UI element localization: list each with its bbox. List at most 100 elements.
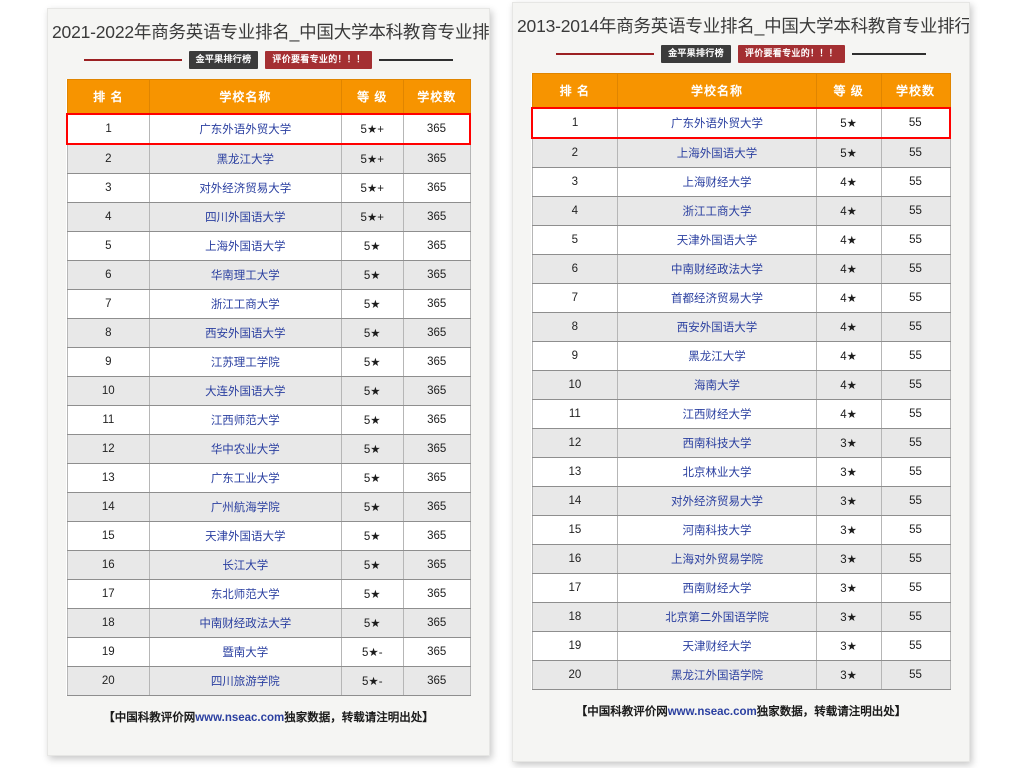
cell-grade: 4★ bbox=[815, 167, 882, 197]
cell-rank: 7 bbox=[66, 289, 151, 319]
table-row[interactable]: 1 广东外语外贸大学 5★+ 365 bbox=[66, 113, 471, 145]
cell-school: 西安外国语大学 bbox=[149, 318, 342, 348]
table-row[interactable]: 14 对外经济贸易大学 3★ 55 bbox=[531, 486, 951, 516]
cell-rank: 11 bbox=[66, 405, 151, 435]
cell-school: 西南财经大学 bbox=[617, 573, 817, 603]
table-row[interactable]: 12 华中农业大学 5★ 365 bbox=[66, 434, 471, 464]
table-row[interactable]: 12 西南科技大学 3★ 55 bbox=[531, 428, 951, 458]
cell-grade: 4★ bbox=[815, 225, 882, 255]
cell-count: 55 bbox=[880, 341, 951, 371]
col-header-count: 学校数 bbox=[402, 79, 471, 115]
table-row[interactable]: 17 西南财经大学 3★ 55 bbox=[531, 573, 951, 603]
ranking-table-right: 排 名 学校名称 等 级 学校数 1 广东外语外贸大学 5★ 55 2 上海外国语大学 5★… bbox=[531, 73, 951, 690]
footnote-prefix-right: 【中国科教评价网 bbox=[575, 706, 668, 718]
cell-grade: 5★ bbox=[340, 231, 404, 261]
cell-school: 北京第二外国语学院 bbox=[617, 602, 817, 632]
table-row[interactable]: 11 江西财经大学 4★ 55 bbox=[531, 399, 951, 429]
footnote-prefix-left: 【中国科教评价网 bbox=[103, 712, 196, 724]
table-row[interactable]: 16 上海对外贸易学院 3★ 55 bbox=[531, 544, 951, 574]
table-row[interactable]: 9 江苏理工学院 5★ 365 bbox=[66, 347, 471, 377]
cell-rank: 5 bbox=[66, 231, 151, 261]
cell-school: 江西师范大学 bbox=[149, 405, 342, 435]
cell-count: 55 bbox=[880, 225, 951, 255]
table-row[interactable]: 9 黑龙江大学 4★ 55 bbox=[531, 341, 951, 371]
table-row[interactable]: 8 西安外国语大学 4★ 55 bbox=[531, 312, 951, 342]
table-row[interactable]: 8 西安外国语大学 5★ 365 bbox=[66, 318, 471, 348]
table-row[interactable]: 1 广东外语外贸大学 5★ 55 bbox=[531, 107, 951, 139]
cell-grade: 5★ bbox=[340, 289, 404, 319]
cell-count: 365 bbox=[402, 434, 471, 464]
cell-count: 55 bbox=[880, 544, 951, 574]
cell-school: 浙江工商大学 bbox=[617, 196, 817, 226]
table-row[interactable]: 10 大连外国语大学 5★ 365 bbox=[66, 376, 471, 406]
table-row[interactable]: 7 浙江工商大学 5★ 365 bbox=[66, 289, 471, 319]
table-row[interactable]: 2 上海外国语大学 5★ 55 bbox=[531, 137, 951, 168]
cell-grade: 4★ bbox=[815, 370, 882, 400]
footnote-link-right[interactable]: www.nseac.com bbox=[667, 706, 757, 718]
table-row[interactable]: 17 东北师范大学 5★ 365 bbox=[66, 579, 471, 609]
ranking-table-left: 排 名 学校名称 等 级 学校数 1 广东外语外贸大学 5★+ 365 2 黑龙江大学 5★… bbox=[66, 79, 471, 696]
footnote-link-left[interactable]: www.nseac.com bbox=[195, 712, 285, 724]
table-body-right: 1 广东外语外贸大学 5★ 55 2 上海外国语大学 5★ 55 3 上海财经大学 4★ 55 4 浙江工… bbox=[531, 107, 951, 690]
table-row[interactable]: 15 河南科技大学 3★ 55 bbox=[531, 515, 951, 545]
cell-rank: 19 bbox=[531, 631, 619, 661]
table-row[interactable]: 15 天津外国语大学 5★ 365 bbox=[66, 521, 471, 551]
table-row[interactable]: 2 黑龙江大学 5★+ 365 bbox=[66, 143, 471, 174]
table-row[interactable]: 7 首都经济贸易大学 4★ 55 bbox=[531, 283, 951, 313]
cell-school: 广东外语外贸大学 bbox=[149, 113, 342, 145]
cell-school: 上海财经大学 bbox=[617, 167, 817, 197]
cell-grade: 5★ bbox=[340, 405, 404, 435]
cell-grade: 5★+ bbox=[340, 143, 404, 174]
cell-rank: 17 bbox=[66, 579, 151, 609]
cell-rank: 16 bbox=[66, 550, 151, 580]
table-row[interactable]: 13 北京林业大学 3★ 55 bbox=[531, 457, 951, 487]
cell-count: 55 bbox=[880, 399, 951, 429]
cell-grade: 3★ bbox=[815, 573, 882, 603]
cell-school: 对外经济贸易大学 bbox=[617, 486, 817, 516]
cell-school: 天津财经大学 bbox=[617, 631, 817, 661]
table-row[interactable]: 18 北京第二外国语学院 3★ 55 bbox=[531, 602, 951, 632]
table-row[interactable]: 5 天津外国语大学 4★ 55 bbox=[531, 225, 951, 255]
table-row[interactable]: 11 江西师范大学 5★ 365 bbox=[66, 405, 471, 435]
table-row[interactable]: 4 浙江工商大学 4★ 55 bbox=[531, 196, 951, 226]
cell-count: 55 bbox=[880, 457, 951, 487]
rule-right-dark bbox=[851, 53, 926, 55]
cell-grade: 5★ bbox=[340, 260, 404, 290]
cell-grade: 5★ bbox=[340, 347, 404, 377]
table-row[interactable]: 13 广东工业大学 5★ 365 bbox=[66, 463, 471, 493]
table-header-row: 排 名 学校名称 等 级 学校数 bbox=[531, 73, 951, 109]
col-header-school: 学校名称 bbox=[617, 73, 817, 109]
table-row[interactable]: 10 海南大学 4★ 55 bbox=[531, 370, 951, 400]
table-row[interactable]: 20 四川旅游学院 5★- 365 bbox=[66, 666, 471, 696]
table-row[interactable]: 16 长江大学 5★ 365 bbox=[66, 550, 471, 580]
cell-rank: 19 bbox=[66, 637, 151, 667]
cell-count: 365 bbox=[402, 289, 471, 319]
col-header-rank: 排 名 bbox=[531, 73, 619, 109]
cell-count: 365 bbox=[402, 579, 471, 609]
table-row[interactable]: 6 中南财经政法大学 4★ 55 bbox=[531, 254, 951, 284]
cell-count: 55 bbox=[880, 283, 951, 313]
table-row[interactable]: 18 中南财经政法大学 5★ 365 bbox=[66, 608, 471, 638]
ranking-table-wrap-left: 排 名 学校名称 等 级 学校数 1 广东外语外贸大学 5★+ 365 2 黑龙江大学 5★… bbox=[48, 73, 489, 696]
table-row[interactable]: 3 对外经济贸易大学 5★+ 365 bbox=[66, 173, 471, 203]
cell-school: 黑龙江大学 bbox=[617, 341, 817, 371]
table-row[interactable]: 5 上海外国语大学 5★ 365 bbox=[66, 231, 471, 261]
cell-rank: 11 bbox=[531, 399, 619, 429]
table-row[interactable]: 3 上海财经大学 4★ 55 bbox=[531, 167, 951, 197]
cell-count: 365 bbox=[402, 492, 471, 522]
cell-rank: 3 bbox=[66, 173, 151, 203]
cell-rank: 17 bbox=[531, 573, 619, 603]
table-row[interactable]: 20 黑龙江外国语学院 3★ 55 bbox=[531, 660, 951, 690]
cell-grade: 5★ bbox=[340, 434, 404, 464]
cell-count: 365 bbox=[402, 347, 471, 377]
cell-grade: 5★+ bbox=[340, 202, 404, 232]
table-row[interactable]: 14 广州航海学院 5★ 365 bbox=[66, 492, 471, 522]
table-row[interactable]: 4 四川外国语大学 5★+ 365 bbox=[66, 202, 471, 232]
cell-rank: 15 bbox=[66, 521, 151, 551]
cell-grade: 5★- bbox=[340, 637, 404, 667]
table-row[interactable]: 19 暨南大学 5★- 365 bbox=[66, 637, 471, 667]
table-row[interactable]: 6 华南理工大学 5★ 365 bbox=[66, 260, 471, 290]
cell-rank: 9 bbox=[66, 347, 151, 377]
table-row[interactable]: 19 天津财经大学 3★ 55 bbox=[531, 631, 951, 661]
